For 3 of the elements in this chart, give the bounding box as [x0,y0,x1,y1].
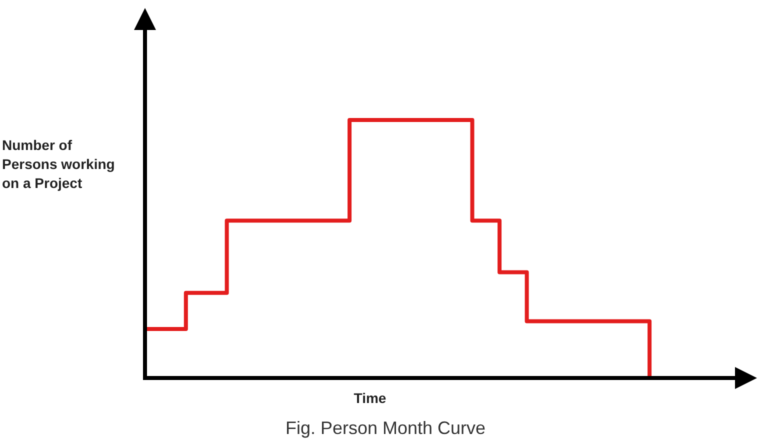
x-axis-title: Time [352,390,388,406]
text: Fig. Person Month Curve [284,418,487,439]
y-axis-title: Number of Persons working on a Project [2,136,116,193]
